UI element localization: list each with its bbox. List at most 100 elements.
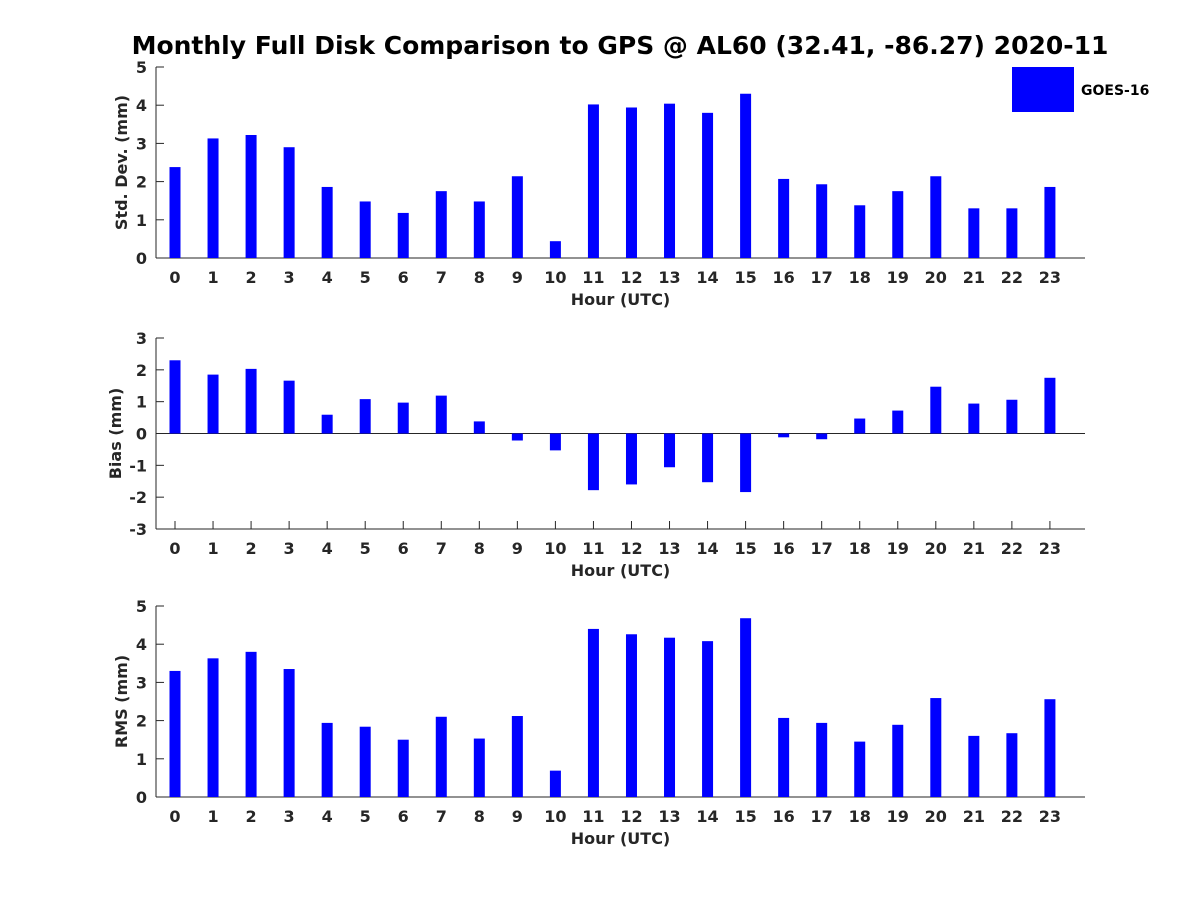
rms-bar [397, 739, 409, 797]
bias-bar [321, 414, 333, 434]
rms-x-tick-label: 12 [620, 807, 642, 826]
rms-x-tick-label: 22 [1001, 807, 1023, 826]
rms-y-tick-label: 0 [136, 788, 147, 807]
legend: GOES-16 [1012, 67, 1149, 112]
std-dev-x-tick-label: 5 [360, 268, 371, 287]
bias-x-tick-label: 21 [963, 539, 985, 558]
rms-bar [549, 770, 561, 797]
bias-bar [169, 360, 181, 434]
bias-bar [245, 368, 257, 434]
std-dev-x-tick-label: 22 [1001, 268, 1023, 287]
bias-bar [778, 433, 790, 438]
rms-x-tick-label: 8 [474, 807, 485, 826]
std-dev-y-axis-label: Std. Dev. (mm) [112, 95, 131, 230]
bias-x-tick-label: 0 [169, 539, 180, 558]
rms-bar [245, 651, 257, 797]
rms-bar [816, 722, 828, 797]
std-dev-bar [778, 178, 790, 258]
bias-y-tick-label: 0 [136, 425, 147, 444]
rms-bar [854, 741, 866, 797]
bias-x-tick-label: 23 [1039, 539, 1061, 558]
bias-bar [511, 433, 523, 441]
std-dev-bar [511, 176, 523, 258]
std-dev-x-tick-label: 8 [474, 268, 485, 287]
rms-y-tick-label: 4 [136, 635, 147, 654]
bias-bar [359, 399, 371, 434]
std-dev-x-tick-label: 18 [849, 268, 871, 287]
rms-x-tick-label: 0 [169, 807, 180, 826]
bias-x-tick-label: 1 [207, 539, 218, 558]
rms-y-tick-label: 3 [136, 673, 147, 692]
rms-bar [702, 641, 714, 797]
bias-bar [283, 380, 295, 434]
rms-x-tick-label: 6 [398, 807, 409, 826]
bias-x-tick-label: 2 [246, 539, 257, 558]
rms-x-tick-label: 13 [658, 807, 680, 826]
rms-bar [321, 722, 333, 797]
bias-bar [664, 433, 676, 468]
bias-bar [625, 433, 637, 485]
bias-bar [740, 433, 752, 493]
rms-bar [625, 634, 637, 797]
bias-bar [549, 433, 561, 451]
rms-bar [892, 724, 904, 797]
rms-x-tick-label: 9 [512, 807, 523, 826]
legend-swatch [1012, 67, 1074, 112]
std-dev-x-tick-label: 1 [207, 268, 218, 287]
std-dev-x-tick-label: 14 [696, 268, 718, 287]
std-dev-x-tick-label: 4 [322, 268, 333, 287]
bias-bar [702, 433, 714, 483]
rms-x-tick-label: 17 [811, 807, 833, 826]
std-dev-bar [892, 191, 904, 258]
std-dev-y-tick-label: 2 [136, 173, 147, 192]
std-dev-bar [1044, 186, 1056, 258]
std-dev-bar [702, 112, 714, 258]
std-dev-bar [169, 167, 181, 258]
rms-x-tick-label: 7 [436, 807, 447, 826]
rms-x-tick-label: 15 [734, 807, 756, 826]
std-dev-x-tick-label: 6 [398, 268, 409, 287]
std-dev-bar [473, 201, 485, 258]
bias-x-tick-label: 3 [284, 539, 295, 558]
std-dev-y-tick-label: 1 [136, 211, 147, 230]
rms-x-tick-label: 11 [582, 807, 604, 826]
bias-bar [1044, 377, 1056, 434]
bias-x-tick-label: 19 [887, 539, 909, 558]
std-dev-x-tick-label: 2 [246, 268, 257, 287]
rms-x-tick-label: 19 [887, 807, 909, 826]
bias-x-tick-label: 12 [620, 539, 642, 558]
bias-bar [968, 403, 980, 434]
bias-y-tick-label: 2 [136, 361, 147, 380]
rms-bar [207, 658, 219, 797]
std-dev-bar [435, 191, 447, 258]
bias-x-tick-label: 7 [436, 539, 447, 558]
std-dev-bar [1006, 208, 1018, 258]
std-dev-bar [625, 107, 637, 258]
std-dev-x-tick-label: 10 [544, 268, 566, 287]
rms-x-tick-label: 10 [544, 807, 566, 826]
rms-bar [740, 618, 752, 797]
rms-x-tick-label: 18 [849, 807, 871, 826]
std-dev-bar [549, 241, 561, 258]
std-dev-bar [816, 184, 828, 258]
bias-bar [1006, 399, 1018, 434]
rms-y-tick-label: 5 [136, 597, 147, 616]
rms-x-tick-label: 5 [360, 807, 371, 826]
std-dev-bar [207, 138, 219, 258]
bias-y-tick-label: -1 [129, 456, 147, 475]
bias-bar [397, 402, 409, 434]
bias-y-axis-label: Bias (mm) [106, 388, 125, 480]
std-dev-x-tick-label: 15 [734, 268, 756, 287]
bias-x-tick-label: 9 [512, 539, 523, 558]
std-dev-x-tick-label: 0 [169, 268, 180, 287]
rms-x-tick-label: 3 [284, 807, 295, 826]
rms-x-axis-label: Hour (UTC) [571, 829, 671, 848]
bias-bar [587, 433, 599, 491]
bias-x-tick-label: 16 [773, 539, 795, 558]
std-dev-bar [740, 93, 752, 259]
bias-x-tick-label: 8 [474, 539, 485, 558]
bias-x-tick-label: 6 [398, 539, 409, 558]
std-dev-x-tick-label: 11 [582, 268, 604, 287]
rms-x-tick-label: 20 [925, 807, 947, 826]
